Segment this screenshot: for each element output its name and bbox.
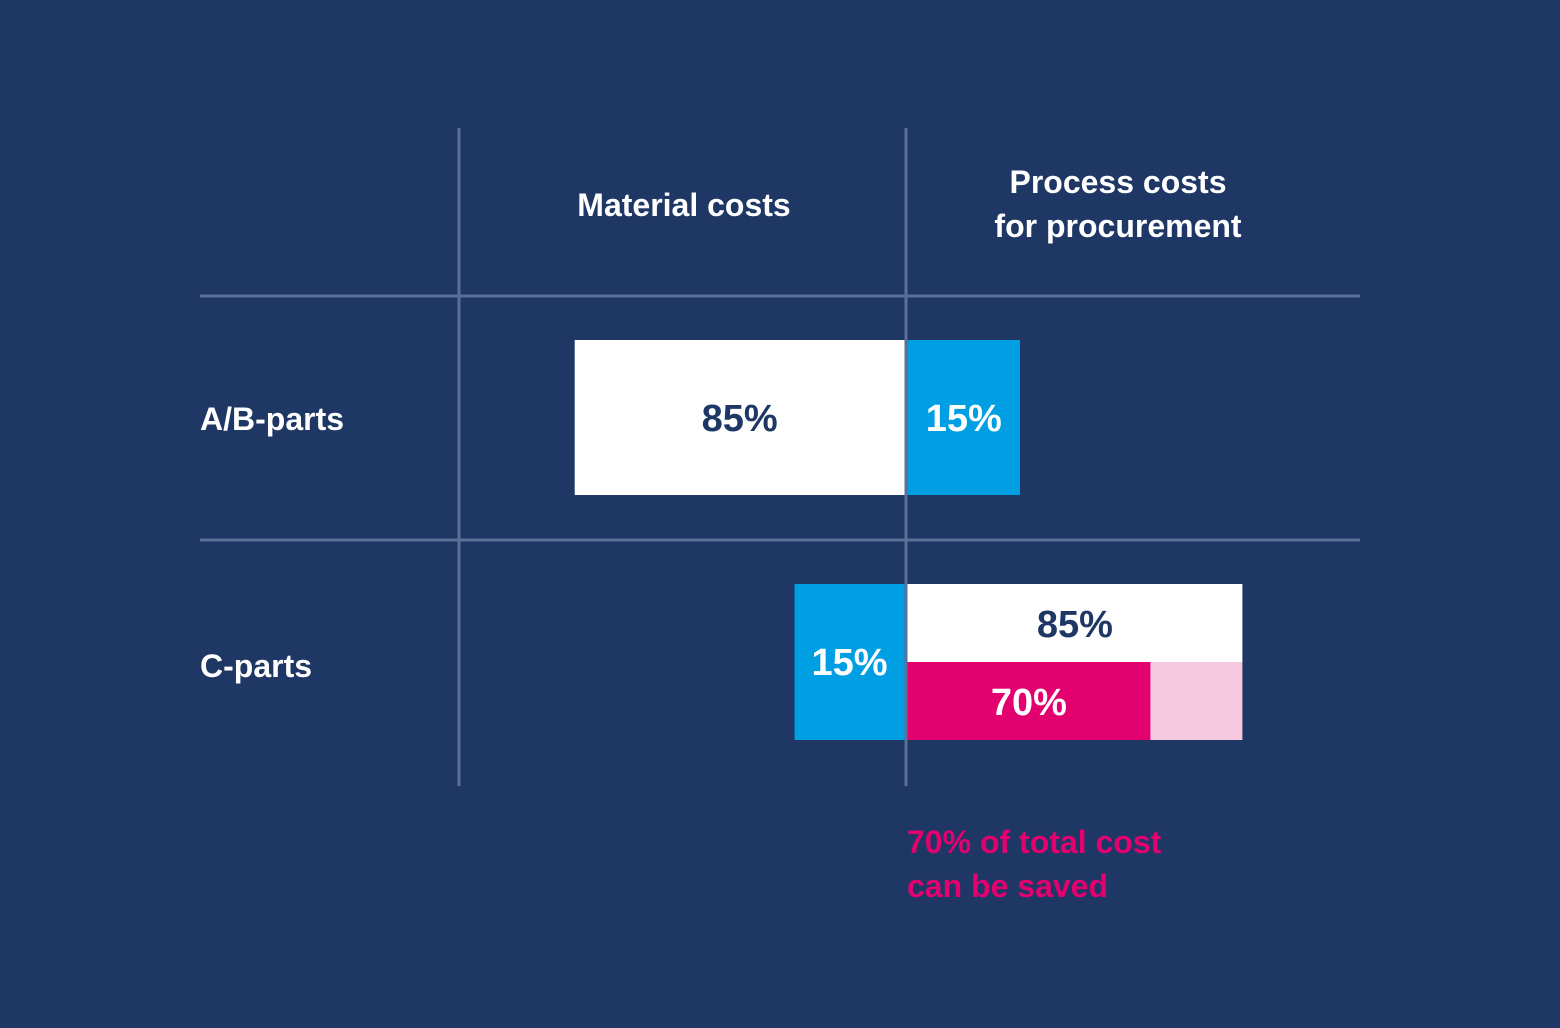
- bar-c-material: [794, 584, 905, 740]
- row-label-ab-parts: A/B-parts: [200, 401, 344, 437]
- savings-annotation-line-2: can be saved: [907, 868, 1108, 904]
- bar-ab-process: [907, 340, 1020, 495]
- column-header-process-line-2: for procurement: [994, 208, 1241, 244]
- savings-annotation-line-1: 70% of total cost: [907, 824, 1162, 860]
- column-header-material: Material costs: [577, 187, 790, 223]
- column-header-process-line-1: Process costs: [1009, 164, 1226, 200]
- bar-c-savings: [907, 662, 1151, 740]
- bar-c-material-label: 15%: [811, 642, 887, 684]
- bar-ab-material-label: 85%: [702, 398, 778, 440]
- bar-ab-process-label: 15%: [926, 398, 1002, 440]
- bar-c-process: [907, 584, 1243, 662]
- bar-c-process-label: 85%: [1037, 604, 1113, 646]
- bar-ab-material: [574, 340, 905, 495]
- bar-c-savings-label: 70%: [991, 682, 1067, 724]
- row-label-c-parts: C-parts: [200, 648, 312, 684]
- grid: [200, 128, 1360, 786]
